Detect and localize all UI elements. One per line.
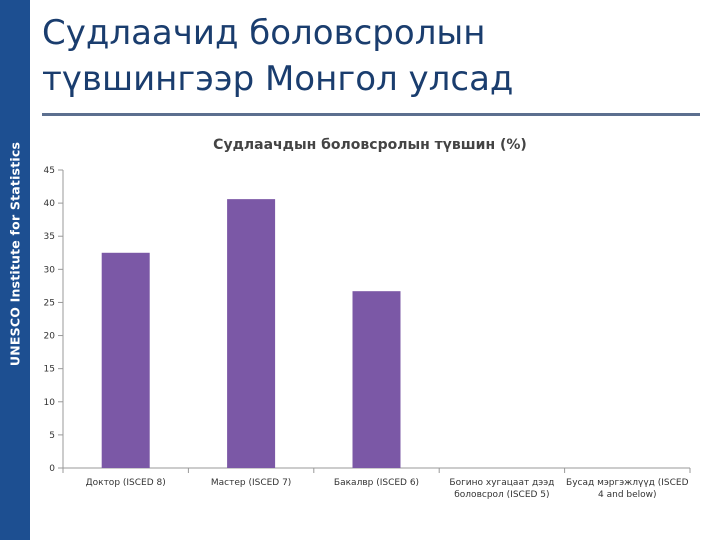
- y-tick-label: 0: [49, 464, 55, 474]
- y-tick-label: 25: [44, 298, 55, 308]
- y-tick-label: 20: [44, 332, 56, 342]
- bar: [101, 252, 150, 468]
- y-tick-label: 15: [44, 365, 55, 375]
- y-tick-label: 35: [44, 232, 55, 242]
- x-category-label: Доктор (ISCED 8): [86, 478, 166, 488]
- x-category-label: Бакалвр (ISCED 6): [334, 478, 419, 488]
- sidebar-band: UNESCO Institute for Statistics: [0, 0, 30, 540]
- y-tick-label: 30: [44, 265, 56, 275]
- x-category-label: Мастер (ISCED 7): [211, 478, 291, 488]
- y-tick-label: 5: [49, 431, 55, 441]
- slide-title: Судлаачид боловсролын түвшингээр Монгол …: [42, 13, 514, 99]
- y-tick-label: 40: [44, 199, 56, 209]
- chart-title: Судлаачдын боловсролын түвшин (%): [213, 137, 527, 153]
- y-tick-label: 45: [44, 166, 55, 176]
- title-divider: [42, 113, 700, 116]
- x-category-label: Богино хугацаат дээд боловсрол (ISCED 5): [449, 478, 554, 500]
- y-tick-label: 10: [44, 398, 56, 408]
- bar: [227, 199, 276, 469]
- x-category-label: Бусад мэргэжлүүд (ISCED 4 and below): [566, 478, 689, 500]
- bar: [352, 291, 401, 468]
